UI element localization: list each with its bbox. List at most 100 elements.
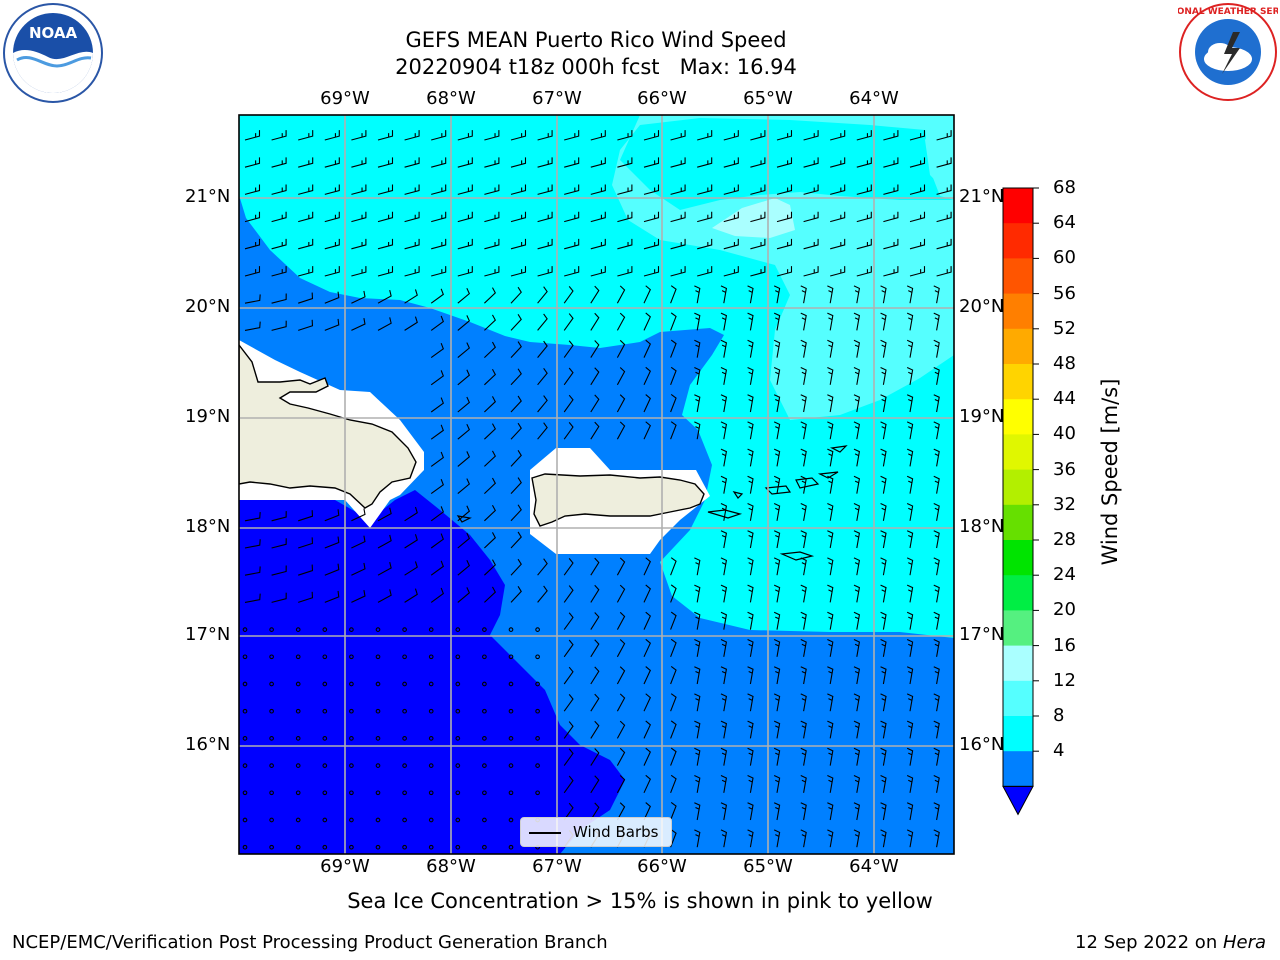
colorbar-segment	[1003, 610, 1033, 647]
wind-barb	[484, 532, 496, 549]
wind-barb	[377, 562, 392, 576]
wind-barb	[457, 478, 471, 495]
calm-marker	[375, 681, 381, 687]
wind-barb	[853, 774, 861, 793]
wind-barb	[880, 802, 887, 821]
wind-barb	[537, 286, 548, 304]
wind-barb	[404, 534, 418, 549]
calm-marker	[322, 736, 328, 741]
wind-barb	[563, 802, 574, 821]
wind-barb	[457, 266, 473, 277]
lat-label-right: 21°N	[959, 186, 1005, 207]
colorbar-tick-label: 48	[1053, 353, 1076, 374]
calm-marker	[508, 817, 514, 823]
lat-label-left: 18°N	[185, 516, 231, 537]
wind-barb	[694, 829, 701, 848]
wind-barb	[853, 829, 861, 848]
colorbar-tick-label: 16	[1053, 634, 1076, 656]
wind-barb	[244, 294, 261, 304]
wind-barb	[773, 475, 781, 494]
wind-barb	[750, 266, 766, 277]
wind-barb	[694, 611, 701, 630]
calm-marker	[322, 654, 328, 660]
wind-barb	[643, 312, 651, 331]
wind-barb	[936, 211, 952, 223]
wind-barb	[643, 285, 651, 304]
calm-marker	[402, 844, 407, 850]
lat-label-left: 20°N	[185, 296, 231, 317]
wind-barb	[457, 315, 471, 331]
calm-marker	[508, 681, 514, 687]
wind-barb	[271, 211, 287, 223]
wind-barb	[906, 584, 914, 603]
calm-marker	[375, 654, 381, 660]
wind-barb	[773, 557, 781, 576]
wind-barb	[720, 611, 728, 630]
wind-barb	[773, 366, 781, 385]
wind-barb	[377, 266, 394, 277]
calm-marker	[269, 681, 274, 687]
calm-marker	[508, 654, 514, 660]
wind-barb	[563, 394, 574, 413]
calm-marker	[455, 627, 461, 632]
wind-barb	[563, 721, 574, 739]
wind-barb	[351, 508, 366, 522]
wind-barb	[827, 312, 834, 331]
wind-barb	[563, 558, 574, 576]
wind-barb	[906, 774, 914, 793]
wind-barb	[773, 339, 781, 358]
calm-marker	[242, 736, 248, 741]
wind-barb	[510, 368, 522, 386]
wind-barb	[643, 666, 651, 685]
wind-barb	[430, 424, 444, 440]
calm-marker	[295, 844, 301, 850]
wind-barb	[351, 562, 366, 576]
wind-barb	[484, 450, 496, 467]
calm-marker	[428, 844, 434, 850]
wind-barb	[747, 774, 754, 793]
wind-barb	[723, 130, 739, 141]
calm-marker	[402, 817, 407, 823]
wind-barb	[457, 342, 471, 359]
wind-barb	[747, 394, 754, 413]
wind-barb	[324, 291, 340, 304]
nws-logo: NATIONAL WEATHER SERVICE	[1153, 2, 1280, 102]
wind-barb	[720, 502, 728, 521]
wind-barb	[324, 563, 340, 576]
wind-barb	[723, 238, 739, 250]
calm-marker	[402, 790, 407, 796]
wind-barb	[694, 285, 701, 304]
wind-barb	[484, 504, 496, 522]
colorbar-segment	[1003, 364, 1033, 400]
colorbar	[1002, 187, 1039, 816]
wind-barb	[643, 693, 651, 712]
wind-barb	[856, 211, 872, 223]
wind-barb	[909, 211, 926, 223]
wind-barb	[244, 157, 261, 168]
colorbar-tick-label: 28	[1053, 529, 1076, 550]
wind-barb	[906, 802, 914, 821]
wind-barb	[720, 693, 728, 712]
wind-barb	[933, 394, 940, 413]
wind-barb	[670, 557, 677, 576]
wind-barb	[803, 211, 819, 223]
wind-barb	[720, 829, 728, 848]
wind-barb	[590, 340, 600, 358]
wind-barb	[933, 802, 940, 821]
wind-barb	[697, 211, 713, 223]
wind-barb	[773, 774, 781, 793]
wind-barb	[800, 720, 807, 739]
wind-barb	[853, 666, 861, 685]
wind-barb	[670, 312, 677, 331]
wind-barb	[484, 586, 496, 603]
wind-barb	[457, 157, 473, 168]
wind-barb	[351, 211, 367, 223]
wind-barb	[800, 666, 807, 685]
colorbar-tick-label: 44	[1053, 388, 1076, 410]
calm-marker	[482, 790, 487, 796]
wind-barb	[351, 535, 366, 549]
wind-barb	[747, 530, 754, 549]
wind-barb	[430, 315, 444, 331]
wind-barb	[853, 611, 861, 630]
lat-label-left: 17°N	[185, 624, 231, 645]
